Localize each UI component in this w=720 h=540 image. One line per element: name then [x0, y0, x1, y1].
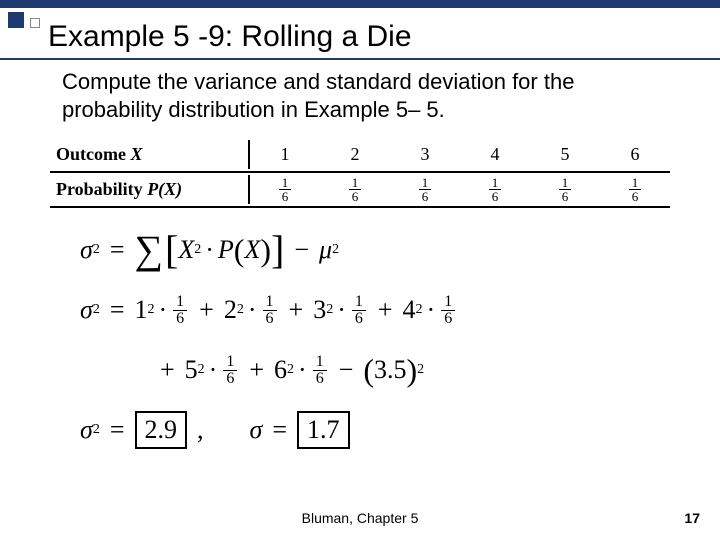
outcome-cell: 3	[390, 144, 460, 165]
footer: Bluman, Chapter 5 17	[0, 510, 720, 526]
squared: 2	[93, 242, 100, 258]
probability-table: Outcome X 1 2 3 4 5 6 Probability P(X) 1…	[50, 140, 670, 210]
row-label: Probability P(X)	[50, 175, 250, 204]
accent-square-filled	[8, 12, 24, 28]
prob-cell: 16	[390, 176, 460, 203]
table-row-prob: Probability P(X) 16 16 16 16 16 16	[50, 175, 670, 204]
prob-cell: 16	[320, 176, 390, 203]
body-text: Compute the variance and standard deviat…	[62, 68, 680, 123]
label-text: Probability	[56, 179, 147, 199]
footer-source: Bluman, Chapter 5	[0, 510, 720, 526]
outcome-cell: 2	[320, 144, 390, 165]
accent-square-outline	[30, 18, 40, 28]
prob-cell: 16	[250, 176, 320, 203]
table-rule	[50, 171, 670, 173]
table-rule	[50, 206, 670, 208]
label-text: Outcome	[56, 144, 130, 164]
equals: =	[110, 235, 125, 265]
prob-cell: 16	[600, 176, 670, 203]
slide-title: Example 5 -9: Rolling a Die	[48, 20, 412, 54]
label-var: X	[130, 144, 142, 164]
eq-expansion-1: σ2 = 12·16 + 22·16 + 32·16 + 42·16	[80, 288, 457, 332]
title-underline	[0, 58, 720, 60]
eq-results: σ2 = 2.9 , σ = 1.7	[80, 408, 457, 452]
page-number: 17	[684, 510, 700, 526]
sigma: σ	[80, 235, 93, 265]
eq-formula: σ2 = ∑ [ X2 · P (X) ] − μ2	[80, 228, 457, 272]
label-var: P(X)	[147, 179, 182, 199]
equations-block: σ2 = ∑ [ X2 · P (X) ] − μ2 σ2 = 12·16 + …	[80, 228, 457, 468]
prob-cell: 16	[530, 176, 600, 203]
mean-value: 3.5	[374, 355, 407, 385]
outcome-cell: 6	[600, 144, 670, 165]
table-row-outcomes: Outcome X 1 2 3 4 5 6	[50, 140, 670, 169]
sd-result: 1.7	[297, 411, 350, 449]
outcome-cell: 1	[250, 144, 320, 165]
outcome-cell: 5	[530, 144, 600, 165]
mu: μ	[319, 235, 332, 265]
row-label: Outcome X	[50, 140, 250, 169]
var-p: P	[218, 235, 234, 265]
var-x: X	[178, 235, 194, 265]
prob-cell: 16	[460, 176, 530, 203]
eq-expansion-2: + 52·16 + 62·16 − (3.5)2	[80, 348, 457, 392]
variance-result: 2.9	[135, 411, 188, 449]
outcome-cell: 4	[460, 144, 530, 165]
top-accent-bar	[0, 0, 720, 8]
